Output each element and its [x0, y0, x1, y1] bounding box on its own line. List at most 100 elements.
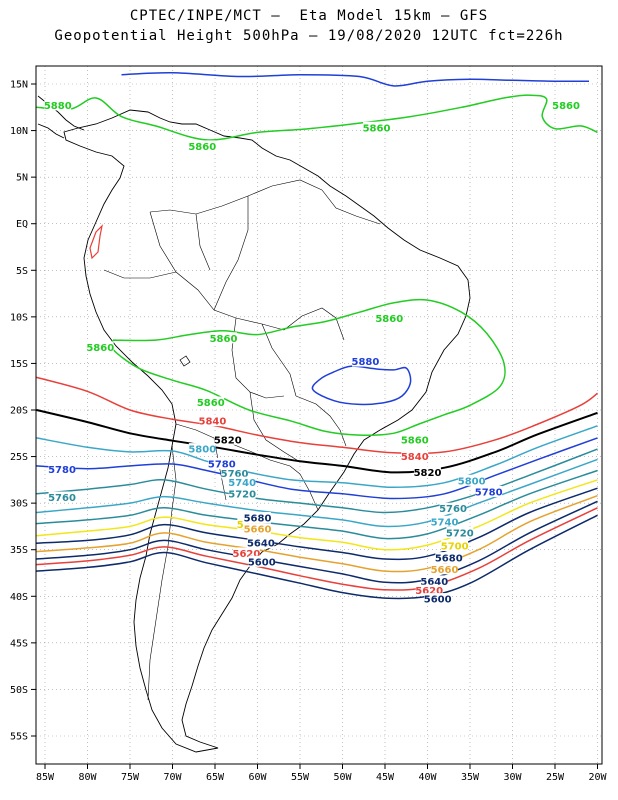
- contour-label: 5860: [363, 123, 391, 134]
- contour-label-bg: [415, 584, 443, 596]
- contour-label: 5740: [431, 517, 459, 528]
- contour-label-bg: [188, 140, 216, 152]
- contour-label: 5840: [199, 417, 227, 428]
- contour-label: 5860: [188, 142, 216, 153]
- contour-label: 5740: [228, 478, 256, 489]
- contour-5780: [36, 437, 598, 500]
- title-line-2: Geopotential Height 500hPa – 19/08/2020 …: [54, 28, 564, 44]
- contour-label: 5860: [86, 343, 114, 354]
- contour-label: 5680: [244, 514, 272, 525]
- contour-label-bg: [214, 433, 242, 445]
- contour-label-bg: [228, 476, 256, 488]
- lat-tick-label: 55S: [10, 732, 28, 743]
- lon-tick-label: 25W: [546, 772, 565, 783]
- contour-label: 5820: [214, 435, 242, 446]
- contour-label: 5620: [233, 549, 261, 560]
- lat-tick-label: 5N: [16, 173, 28, 184]
- contour-label-bg: [414, 466, 441, 478]
- lat-tick-label: 50S: [10, 685, 28, 696]
- contour-label-bg: [439, 502, 467, 514]
- contour-5720: [36, 469, 598, 540]
- contour-label: 5760: [439, 504, 467, 515]
- country-borders: [103, 179, 381, 701]
- contour-5840: [36, 376, 598, 455]
- lon-tick-label: 45W: [376, 772, 395, 783]
- lat-tick-label: 10S: [10, 312, 28, 323]
- contour-label-bg: [48, 491, 76, 503]
- contour-label: 5720: [446, 528, 474, 539]
- contour-label-bg: [420, 575, 448, 587]
- contour-label: 5880: [352, 357, 380, 368]
- contour-label: 5660: [244, 525, 272, 536]
- contour-label-bg: [208, 458, 236, 470]
- contour-label-bg: [435, 552, 463, 564]
- contour-label-bg: [552, 99, 580, 111]
- contour-5860: [110, 298, 506, 436]
- coastlines-and-borders: [37, 95, 471, 753]
- contour-label: 5760: [221, 469, 249, 480]
- lat-tick-label: 45S: [10, 638, 28, 649]
- contour-label: 5800: [188, 445, 216, 456]
- lat-tick-label: EQ: [16, 219, 28, 230]
- contour-5820: [36, 409, 598, 474]
- plot-frame: [35, 65, 603, 765]
- lon-tick-label: 75W: [121, 772, 140, 783]
- lat-tick-label: 25S: [10, 452, 28, 463]
- contour-label: 5840: [401, 452, 429, 463]
- lon-tick-label: 65W: [206, 772, 225, 783]
- contour-5880: [121, 72, 590, 87]
- contour-label-bg: [446, 526, 474, 538]
- red-closed-contour-ecuador: [89, 224, 103, 260]
- lon-tick-label: 55W: [291, 772, 310, 783]
- contour-label-bg: [401, 433, 429, 445]
- south-america-coastline: [63, 109, 471, 753]
- lon-tick-label: 70W: [163, 772, 182, 783]
- lake-titicaca: [179, 355, 191, 367]
- contour-label-bg: [458, 474, 486, 486]
- contour-label: 5640: [247, 539, 275, 550]
- contour-label-bg: [441, 539, 469, 551]
- contour-label: 5860: [375, 314, 403, 325]
- contour-label: 5780: [48, 465, 76, 476]
- contour-label-bg: [363, 121, 390, 133]
- lat-tick-label: 15N: [10, 80, 28, 91]
- contour-label-bg: [197, 396, 225, 408]
- contour-label-bg: [233, 547, 260, 559]
- lon-tick-label: 35W: [461, 772, 480, 783]
- contour-label: 5860: [197, 398, 225, 409]
- title-line-1: CPTEC/INPE/MCT – Eta Model 15km – GFS: [129, 8, 489, 24]
- contour-label: 5640: [420, 577, 448, 588]
- contour-label-bg: [199, 415, 226, 427]
- contour-label-bg: [424, 593, 452, 605]
- contour-label-bg: [431, 515, 458, 527]
- contour-label: 5680: [435, 554, 463, 565]
- lon-tick-label: 60W: [248, 772, 267, 783]
- contour-label: 5880: [44, 101, 72, 112]
- contour-5600: [36, 514, 598, 600]
- lon-tick-label: 40W: [418, 772, 437, 783]
- lat-tick-label: 15S: [10, 359, 28, 370]
- contour-label: 5860: [210, 334, 238, 345]
- lon-tick-label: 50W: [333, 772, 352, 783]
- contour-label: 5820: [414, 468, 442, 479]
- contour-5620: [36, 507, 598, 591]
- contour-labels: 5880 5860 5860 5860 5860 5860 5860 5860 5860 5880…: [44, 99, 580, 606]
- contour-label: 5600: [424, 595, 452, 606]
- contour-5680: [36, 487, 598, 561]
- contour-label-bg: [248, 555, 276, 567]
- contour-5660: [36, 494, 598, 573]
- contour-5740: [36, 458, 598, 528]
- contour-label: 5720: [228, 489, 256, 500]
- contour-label: 5700: [441, 541, 469, 552]
- contour-label: 5800: [458, 476, 486, 487]
- lat-tick-label: 40S: [10, 592, 28, 603]
- contour-5800: [36, 425, 598, 489]
- contour-label-bg: [188, 443, 216, 455]
- contour-label-bg: [228, 487, 256, 499]
- contour-label: 5780: [208, 460, 236, 471]
- lon-tick-label: 80W: [78, 772, 97, 783]
- contour-label: 5620: [415, 586, 443, 597]
- map-title: CPTEC/INPE/MCT – Eta Model 15km – GFS Ge…: [0, 6, 618, 46]
- lat-tick-label: 10N: [10, 126, 28, 137]
